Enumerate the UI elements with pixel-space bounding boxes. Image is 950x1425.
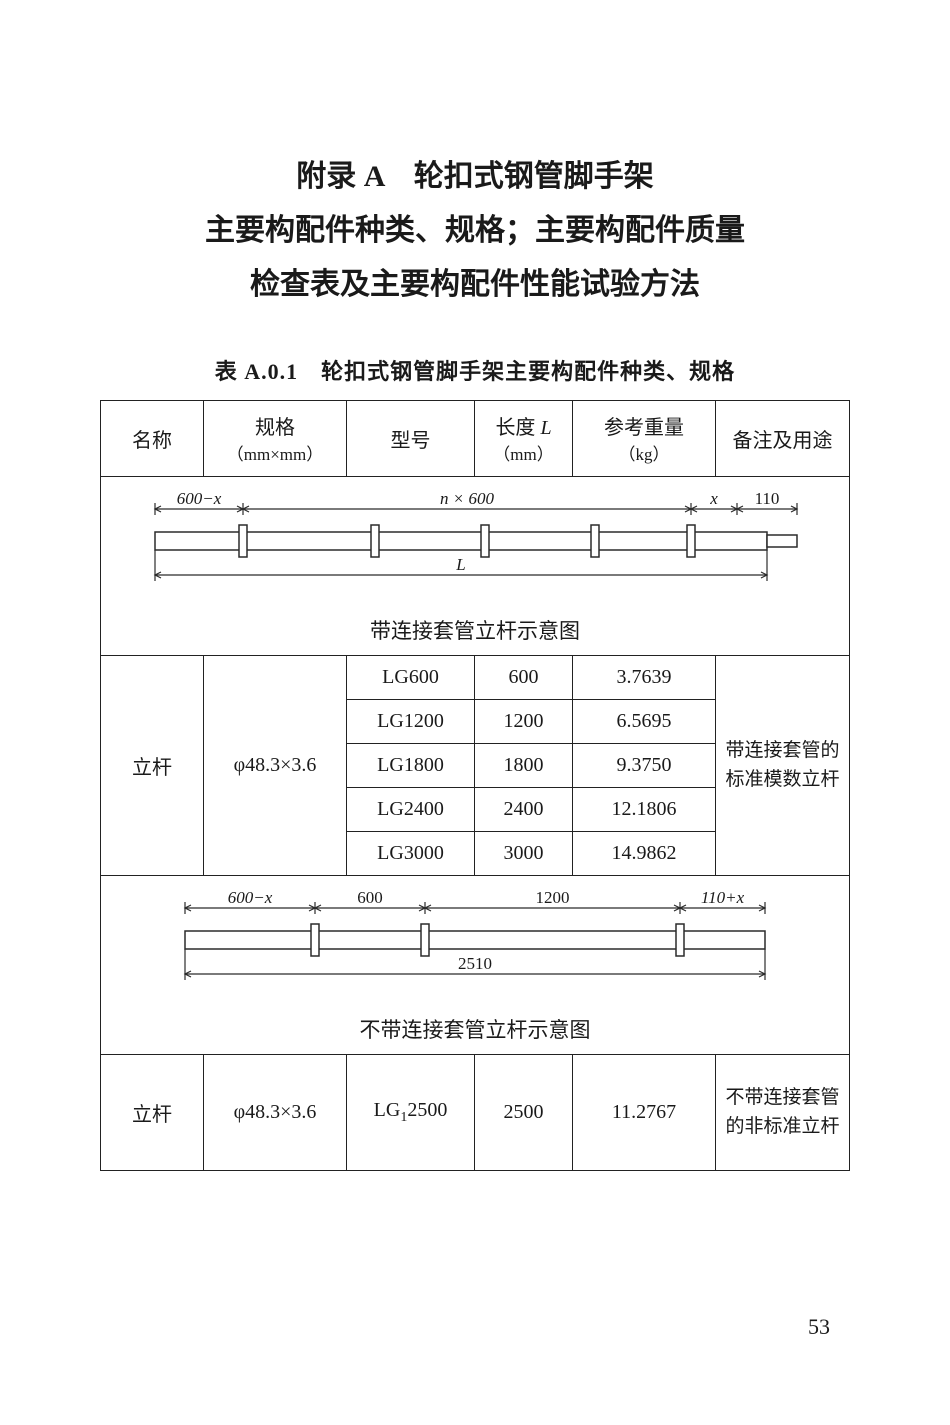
s1-wt: 9.3750	[573, 744, 716, 788]
svg-text:600: 600	[357, 888, 383, 907]
diagram2-svg: 600−x 600 1200 110+x 2510	[125, 886, 825, 996]
s1-len: 1200	[475, 700, 573, 744]
s1-len: 1800	[475, 744, 573, 788]
svg-text:L: L	[455, 555, 465, 574]
s2-wt: 11.2767	[573, 1055, 716, 1171]
s1-name: 立杆	[101, 656, 204, 876]
spec-table: 名称 规格 （mm×mm） 型号 长度 L （mm） 参考重量 （kg） 备注及…	[100, 400, 850, 1171]
diagram1-row: 600−x n × 600 x 110 L 带连接套管立杆示意图	[101, 477, 850, 656]
page-number: 53	[808, 1314, 830, 1340]
table-header-row: 名称 规格 （mm×mm） 型号 长度 L （mm） 参考重量 （kg） 备注及…	[101, 401, 850, 477]
s1-note: 带连接套管的标准模数立杆	[716, 656, 850, 876]
s1-len: 2400	[475, 788, 573, 832]
s1-model: LG1800	[347, 744, 475, 788]
col-name: 名称	[101, 401, 204, 477]
col-weight: 参考重量 （kg）	[573, 401, 716, 477]
table-caption: 表 A.0.1 轮扣式钢管脚手架主要构配件种类、规格	[100, 354, 850, 386]
diagram1-caption: 带连接套管立杆示意图	[107, 615, 843, 645]
col-spec-l1: 规格	[255, 417, 295, 439]
diagram1-cell: 600−x n × 600 x 110 L 带连接套管立杆示意图	[101, 477, 850, 656]
diagram2-cell: 600−x 600 1200 110+x 2510 不带连接套管立杆示意图	[101, 876, 850, 1055]
s1-model: LG3000	[347, 832, 475, 876]
svg-text:110: 110	[755, 489, 780, 508]
appendix-heading-line2: 主要构配件种类、规格；主要构配件质量	[100, 204, 850, 258]
col-weight-l2: （kg）	[619, 445, 670, 464]
s2-note: 不带连接套管的非标准立杆	[716, 1055, 850, 1171]
svg-text:x: x	[709, 489, 718, 508]
svg-text:n × 600: n × 600	[440, 489, 494, 508]
s1-spec: φ48.3×3.6	[204, 656, 347, 876]
s1-len: 600	[475, 656, 573, 700]
diagram2-caption: 不带连接套管立杆示意图	[107, 1014, 843, 1044]
s2-name: 立杆	[101, 1055, 204, 1171]
col-note: 备注及用途	[716, 401, 850, 477]
col-spec-l2: （mm×mm）	[227, 445, 323, 464]
svg-text:2510: 2510	[458, 954, 492, 973]
s2-model: LG12500	[347, 1055, 475, 1171]
table-row: 立杆 φ48.3×3.6 LG12500 2500 11.2767 不带连接套管…	[101, 1055, 850, 1171]
col-weight-l1: 参考重量	[604, 417, 684, 439]
col-spec: 规格 （mm×mm）	[204, 401, 347, 477]
table-row: 立杆 φ48.3×3.6 LG600 600 3.7639 带连接套管的标准模数…	[101, 656, 850, 700]
s1-len: 3000	[475, 832, 573, 876]
svg-text:600−x: 600−x	[177, 489, 222, 508]
s1-model: LG1200	[347, 700, 475, 744]
col-length-l1: 长度 L	[495, 417, 551, 439]
svg-text:600−x: 600−x	[228, 888, 273, 907]
svg-text:110+x: 110+x	[701, 888, 745, 907]
appendix-heading-line1: 附录 A 轮扣式钢管脚手架	[100, 150, 850, 204]
appendix-heading-line3: 检查表及主要构配件性能试验方法	[100, 258, 850, 312]
s1-wt: 3.7639	[573, 656, 716, 700]
col-length: 长度 L （mm）	[475, 401, 573, 477]
s2-spec: φ48.3×3.6	[204, 1055, 347, 1171]
col-model: 型号	[347, 401, 475, 477]
col-length-l2: （mm）	[493, 445, 553, 464]
s2-len: 2500	[475, 1055, 573, 1171]
page-content: 附录 A 轮扣式钢管脚手架 主要构配件种类、规格；主要构配件质量 检查表及主要构…	[100, 150, 850, 1171]
s1-model: LG600	[347, 656, 475, 700]
diagram2-row: 600−x 600 1200 110+x 2510 不带连接套管立杆示意图	[101, 876, 850, 1055]
s1-model: LG2400	[347, 788, 475, 832]
diagram1-svg: 600−x n × 600 x 110 L	[125, 487, 825, 597]
s1-wt: 12.1806	[573, 788, 716, 832]
s1-wt: 6.5695	[573, 700, 716, 744]
s1-wt: 14.9862	[573, 832, 716, 876]
svg-text:1200: 1200	[536, 888, 570, 907]
